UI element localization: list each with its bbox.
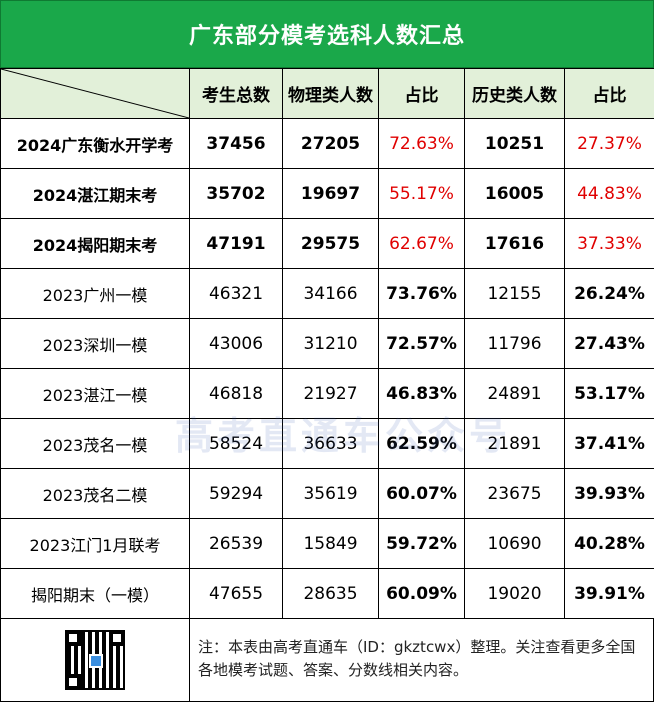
cell-total: 26539 [189,518,283,569]
cell-physics-pct: 59.72% [378,518,465,569]
qr-code-icon[interactable] [65,629,125,690]
table-row: 2023湛江一模 46818 21927 46.83% 24891 53.17% [0,368,654,419]
cell-history: 10251 [464,118,565,169]
col-header-physics: 物理类人数 [282,68,379,119]
table-row: 2023广州一模 46321 34166 73.76% 12155 26.24% [0,268,654,319]
cell-history: 23675 [464,468,565,519]
cell-physics-pct: 46.83% [378,368,465,419]
cell-physics: 28635 [282,568,379,619]
cell-physics: 29575 [282,218,379,269]
col-header-history-pct: 占比 [564,68,654,119]
col-header-physics-pct: 占比 [378,68,465,119]
cell-total: 47655 [189,568,283,619]
table-row: 2023江门1月联考 26539 15849 59.72% 10690 40.2… [0,518,654,569]
cell-physics: 15849 [282,518,379,569]
table-row: 2023茂名二模 59294 35619 60.07% 23675 39.93% [0,468,654,519]
cell-physics-pct: 72.63% [378,118,465,169]
cell-history: 12155 [464,268,565,319]
cell-total: 37456 [189,118,283,169]
cell-history-pct: 53.17% [564,368,654,419]
qr-finder [109,629,125,646]
cell-history-pct: 26.24% [564,268,654,319]
cell-physics: 19697 [282,168,379,219]
cell-history-pct: 37.41% [564,418,654,469]
row-label: 2024揭阳期末考 [0,218,190,269]
cell-history: 19020 [464,568,565,619]
cell-physics-pct: 62.59% [378,418,465,469]
cell-history: 10690 [464,518,565,569]
cell-total: 59294 [189,468,283,519]
row-label: 2023茂名二模 [0,468,190,519]
cell-total: 46321 [189,268,283,319]
diagonal-line [1,69,189,118]
col-header-total: 考生总数 [189,68,283,119]
cell-history: 11796 [464,318,565,369]
cell-physics: 21927 [282,368,379,419]
table-row: 2023深圳一模 43006 31210 72.57% 11796 27.43% [0,318,654,369]
cell-physics: 31210 [282,318,379,369]
cell-physics: 36633 [282,418,379,469]
qr-finder [65,629,81,646]
table-row: 2024揭阳期末考 47191 29575 62.67% 17616 37.33… [0,218,654,269]
cell-total: 47191 [189,218,283,269]
cell-history-pct: 27.43% [564,318,654,369]
cell-total: 46818 [189,368,283,419]
cell-physics: 27205 [282,118,379,169]
cell-history-pct: 37.33% [564,218,654,269]
cell-history-pct: 44.83% [564,168,654,219]
header-row: 考生总数 物理类人数 占比 历史类人数 占比 [0,68,654,119]
cell-physics: 35619 [282,468,379,519]
row-label: 2023广州一模 [0,268,190,319]
cell-total: 35702 [189,168,283,219]
row-label: 2023深圳一模 [0,318,190,369]
row-label: 2024广东衡水开学考 [0,118,190,169]
cell-physics-pct: 60.09% [378,568,465,619]
cell-history-pct: 39.93% [564,468,654,519]
corner-cell [0,68,190,119]
cell-history: 16005 [464,168,565,219]
cell-physics: 34166 [282,268,379,319]
cell-history-pct: 39.91% [564,568,654,619]
table-row: 2024湛江期末考 35702 19697 55.17% 16005 44.83… [0,168,654,219]
row-label: 2023湛江一模 [0,368,190,419]
cell-physics-pct: 62.67% [378,218,465,269]
data-table: 考生总数 物理类人数 占比 历史类人数 占比 2024广东衡水开学考 37456… [0,68,654,619]
table-row: 揭阳期末（一模） 47655 28635 60.09% 19020 39.91% [0,568,654,619]
row-label: 2023江门1月联考 [0,518,190,569]
row-label: 2024湛江期末考 [0,168,190,219]
footer: 注：本表由高考直通车（ID：gkztcwx）整理。关注查看更多全国各地模考试题、… [0,618,654,702]
cell-history-pct: 40.28% [564,518,654,569]
row-label: 2023茂名一模 [0,418,190,469]
table-title: 广东部分模考选科人数汇总 [0,0,654,68]
cell-physics-pct: 73.76% [378,268,465,319]
table-row: 2024广东衡水开学考 37456 27205 72.63% 10251 27.… [0,118,654,169]
cell-total: 58524 [189,418,283,469]
qr-finder [65,673,81,690]
qr-logo [89,653,103,668]
cell-history: 17616 [464,218,565,269]
cell-total: 43006 [189,318,283,369]
cell-physics-pct: 55.17% [378,168,465,219]
table-row: 2023茂名一模 58524 36633 62.59% 21891 37.41% [0,418,654,469]
col-header-history: 历史类人数 [464,68,565,119]
cell-history: 21891 [464,418,565,469]
qr-cell [1,618,190,701]
cell-history: 24891 [464,368,565,419]
footer-note: 注：本表由高考直通车（ID：gkztcwx）整理。关注查看更多全国各地模考试题、… [198,638,636,679]
cell-physics-pct: 60.07% [378,468,465,519]
cell-history-pct: 27.37% [564,118,654,169]
row-label: 揭阳期末（一模） [0,568,190,619]
cell-physics-pct: 72.57% [378,318,465,369]
